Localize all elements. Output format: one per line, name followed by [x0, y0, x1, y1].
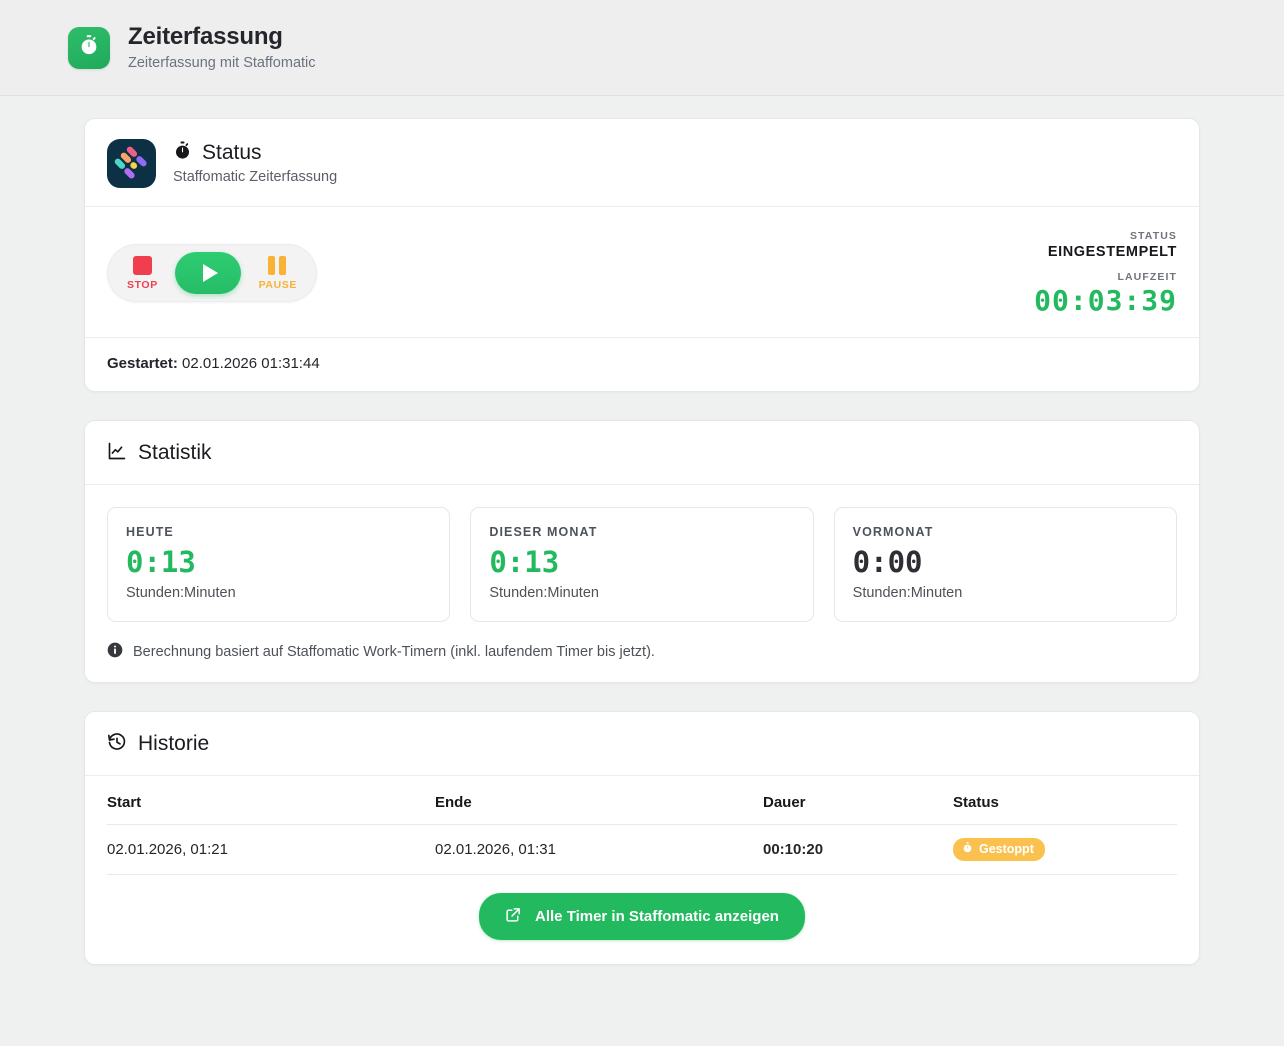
cell-status: Gestoppt [953, 824, 1177, 875]
open-all-timers-label: Alle Timer in Staffomatic anzeigen [535, 908, 779, 925]
staffomatic-logo-icon [114, 146, 147, 179]
table-row: 02.01.2026, 01:21 02.01.2026, 01:31 00:1… [107, 824, 1177, 875]
column-header-start: Start [107, 780, 435, 825]
status-card-header: Status Staffomatic Zeiterfassung [85, 119, 1199, 207]
app-logo [68, 26, 110, 69]
status-card-body: STOP PAUSE STATUS EINGESTEMPELT LAUFZEIT… [85, 207, 1199, 338]
status-card-title: Status [202, 141, 262, 164]
historie-header: Historie [85, 712, 1199, 776]
status-card-titles: Status Staffomatic Zeiterfassung [173, 140, 337, 187]
statistik-card: Statistik HEUTE 0:13 Stunden:Minuten DIE… [84, 420, 1200, 683]
stat-card-dieser-monat: DIESER MONAT 0:13 Stunden:Minuten [470, 507, 814, 622]
column-header-ende: Ende [435, 780, 763, 825]
stat-card-vormonat: VORMONAT 0:00 Stunden:Minuten [833, 507, 1177, 622]
started-value: 02.01.2026 01:31:44 [182, 355, 320, 372]
page-body: Status Staffomatic Zeiterfassung STOP PA… [0, 96, 1284, 965]
stopwatch-icon [962, 842, 973, 857]
stop-button[interactable]: STOP [121, 254, 164, 293]
started-label: Gestartet: [107, 355, 178, 372]
stat-label: DIESER MONAT [489, 525, 598, 539]
status-card: Status Staffomatic Zeiterfassung STOP PA… [84, 118, 1200, 392]
stat-unit: Stunden:Minuten [489, 585, 599, 601]
stat-value: 0:13 [489, 545, 560, 579]
info-circle-icon [107, 642, 123, 662]
timer-controls: STOP PAUSE [107, 244, 317, 302]
status-value: EINGESTEMPELT [1047, 244, 1177, 260]
cell-ende: 02.01.2026, 01:31 [435, 824, 763, 875]
column-header-status: Status [953, 780, 1177, 825]
stat-card-heute: HEUTE 0:13 Stunden:Minuten [107, 507, 451, 622]
open-all-timers-button[interactable]: Alle Timer in Staffomatic anzeigen [479, 893, 805, 940]
cell-dauer: 00:10:20 [763, 824, 953, 875]
historie-table-wrap: Start Ende Dauer Status 02.01.2026, 01:2… [85, 776, 1199, 875]
statistik-note-text: Berechnung basiert auf Staffomatic Work-… [133, 644, 655, 660]
status-label: STATUS [1129, 230, 1177, 242]
runtime-label: LAUFZEIT [1117, 271, 1177, 283]
stop-square-icon [132, 255, 152, 275]
play-triangle-icon [202, 264, 218, 282]
started-row: Gestartet: 02.01.2026 01:31:44 [85, 338, 1199, 391]
statistik-header: Statistik [85, 421, 1199, 485]
stat-label: VORMONAT [852, 525, 934, 539]
historie-actions: Alle Timer in Staffomatic anzeigen [85, 875, 1199, 964]
historie-title: Historie [138, 732, 210, 755]
app-header: Zeiterfassung Zeiterfassung mit Staffoma… [0, 0, 1284, 96]
play-button[interactable] [175, 252, 242, 294]
statistik-note: Berechnung basiert auf Staffomatic Work-… [85, 632, 1199, 682]
external-link-icon [505, 906, 522, 927]
status-card-subtitle: Staffomatic Zeiterfassung [173, 169, 338, 185]
column-header-dauer: Dauer [763, 780, 953, 825]
stopwatch-icon [78, 34, 100, 61]
statistik-cards: HEUTE 0:13 Stunden:Minuten DIESER MONAT … [85, 485, 1199, 632]
stop-button-label: STOP [127, 278, 158, 291]
history-clock-icon [107, 732, 127, 757]
stat-unit: Stunden:Minuten [126, 585, 236, 601]
stat-value: 0:00 [852, 545, 923, 579]
staffomatic-logo [107, 139, 156, 188]
table-header-row: Start Ende Dauer Status [107, 780, 1177, 825]
status-summary: STATUS EINGESTEMPELT LAUFZEIT 00:03:39 [1034, 229, 1177, 317]
status-badge-label: Gestoppt [979, 842, 1034, 856]
page-subtitle: Zeiterfassung mit Staffomatic [128, 55, 316, 71]
status-badge: Gestoppt [953, 838, 1045, 861]
stopwatch-icon [173, 141, 192, 165]
pause-button-label: PAUSE [258, 278, 297, 291]
pause-button[interactable]: PAUSE [253, 254, 303, 293]
stat-label: HEUTE [126, 525, 174, 539]
runtime-value: 00:03:39 [1034, 284, 1177, 317]
historie-card: Historie Start Ende Dauer Status 02.01.2… [84, 711, 1200, 965]
page-title: Zeiterfassung [128, 23, 283, 50]
cell-start: 02.01.2026, 01:21 [107, 824, 435, 875]
historie-table: Start Ende Dauer Status 02.01.2026, 01:2… [107, 780, 1177, 875]
statistik-title: Statistik [138, 441, 212, 464]
stat-value: 0:13 [126, 545, 196, 579]
line-chart-icon [107, 441, 127, 466]
pause-bars-icon [268, 255, 287, 275]
stat-unit: Stunden:Minuten [852, 585, 963, 601]
app-title-block: Zeiterfassung Zeiterfassung mit Staffoma… [128, 23, 316, 72]
